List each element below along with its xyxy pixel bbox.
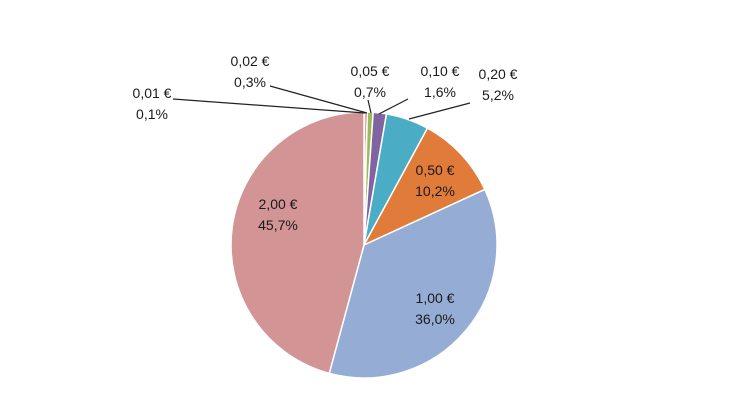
leader-line-0: [172, 98, 366, 114]
pie-slice-5: [362, 127, 486, 247]
slice-label-7: 2,00 €: [259, 196, 298, 212]
slice-percent-label-2: 0,7%: [354, 84, 386, 100]
slice-label-0: 0,01 €: [133, 85, 172, 101]
slice-percent-label-3: 1,6%: [424, 84, 456, 100]
slice-label-5: 0,50 €: [416, 162, 455, 178]
slice-percent-label-7: 45,7%: [258, 217, 298, 233]
leader-line-4: [408, 102, 471, 120]
pie-slice-6: [328, 188, 498, 379]
slice-percent-label-6: 36,0%: [415, 311, 455, 327]
slice-label-4: 0,20 €: [479, 66, 518, 82]
slice-label-6: 1,00 €: [416, 290, 455, 306]
slice-percent-label-1: 0,3%: [234, 74, 266, 90]
leader-line-3: [378, 98, 409, 115]
leader-line-1: [269, 85, 368, 114]
slice-label-3: 0,10 €: [421, 63, 460, 79]
slice-label-1: 0,02 €: [231, 53, 270, 69]
slice-percent-label-0: 0,1%: [136, 106, 168, 122]
leader-line-2: [367, 99, 372, 114]
slice-percent-label-4: 5,2%: [482, 87, 514, 103]
slice-percent-label-5: 10,2%: [415, 183, 455, 199]
pie-slice-7: [230, 111, 365, 375]
slice-label-2: 0,05 €: [351, 63, 390, 79]
